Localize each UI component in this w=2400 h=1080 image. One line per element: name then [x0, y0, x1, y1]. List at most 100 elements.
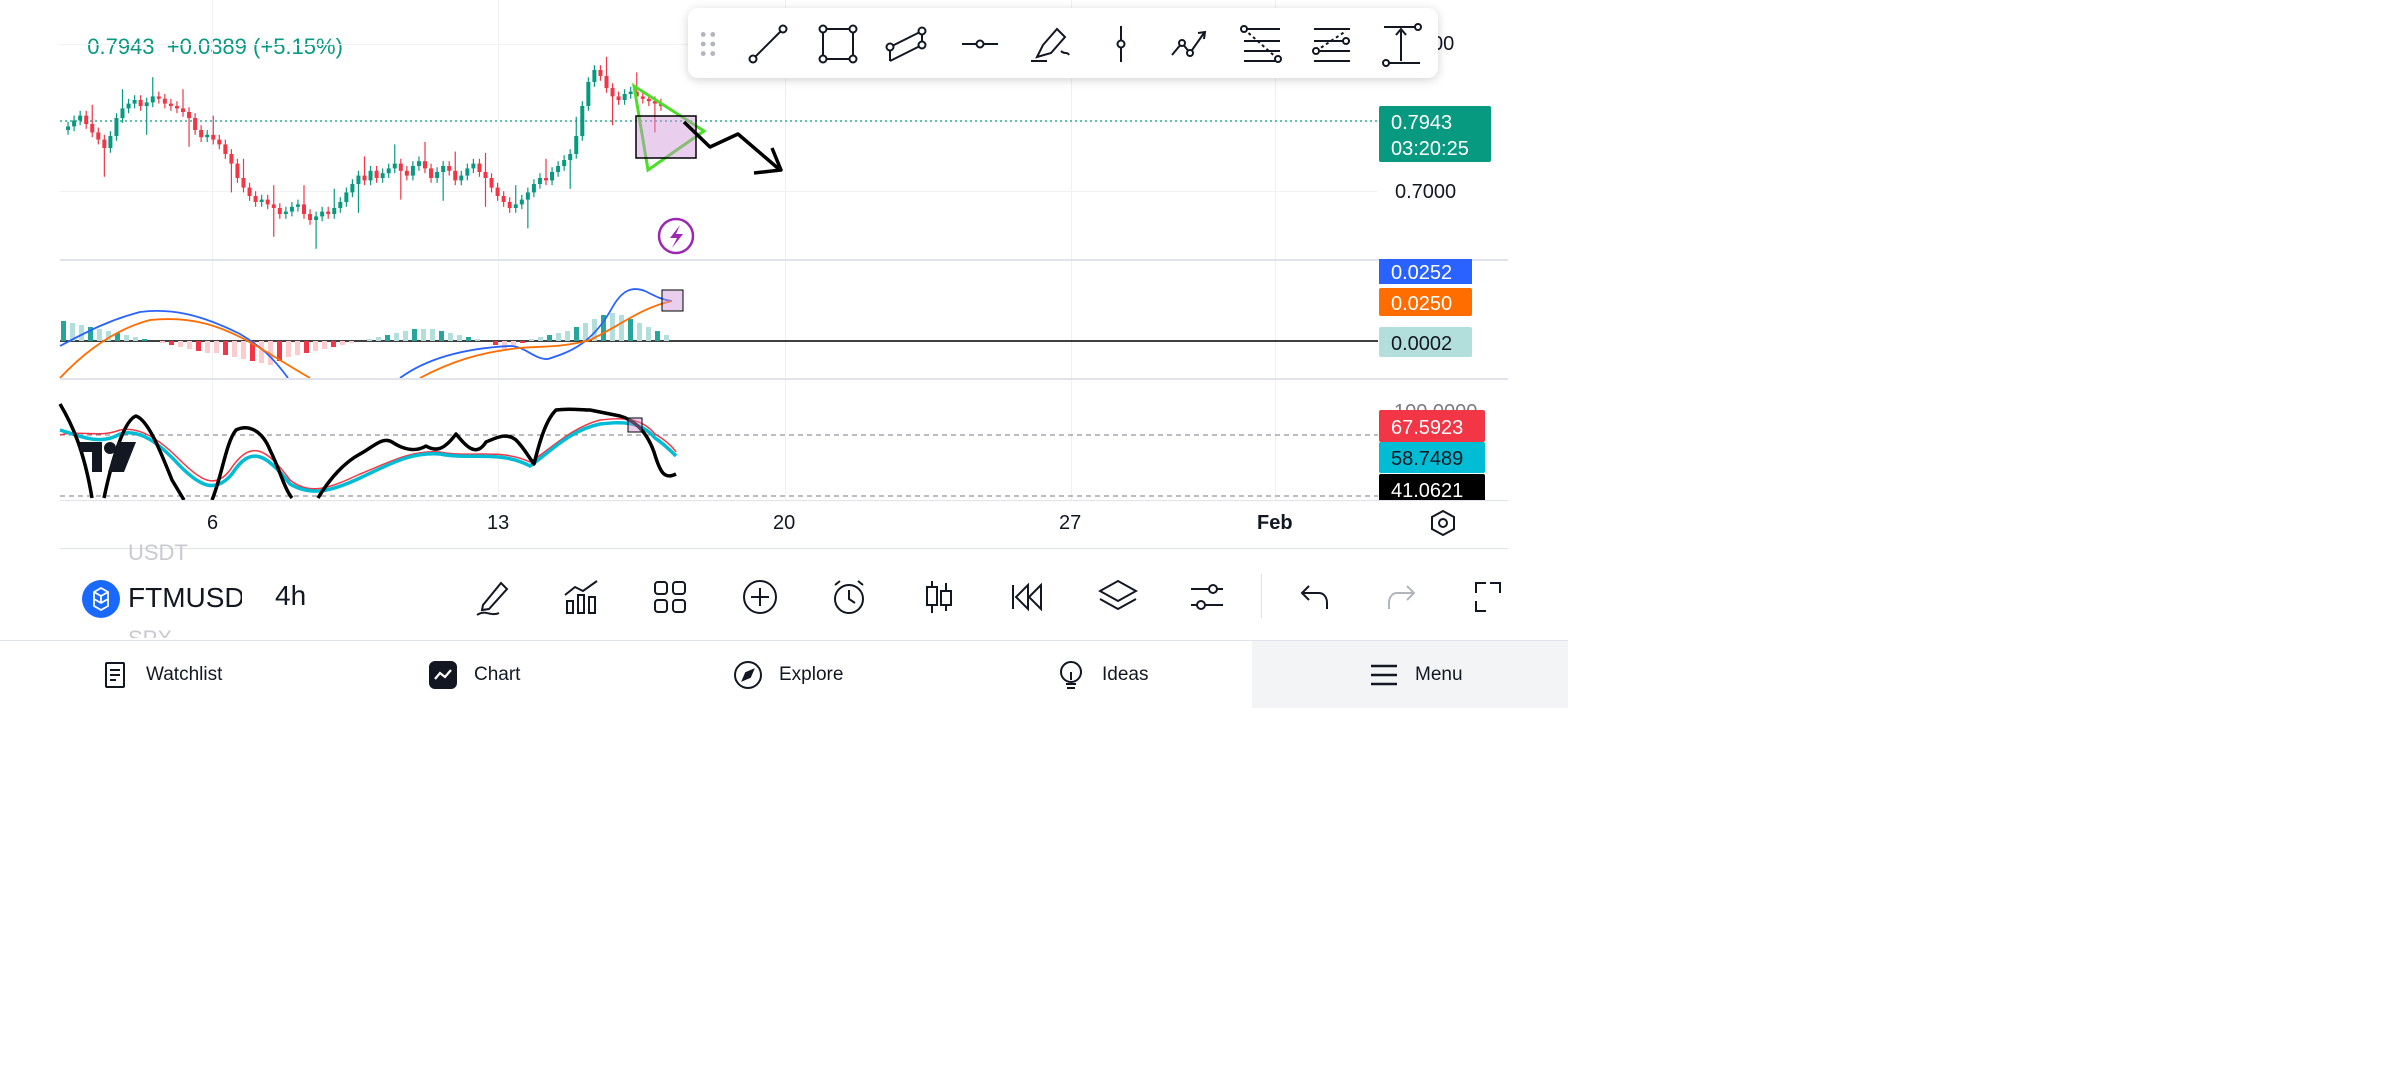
price-range-icon[interactable]	[1376, 22, 1426, 67]
candle-body	[66, 126, 71, 130]
trend-line-icon[interactable]	[743, 22, 793, 66]
candle-body	[241, 178, 246, 188]
settings-icon[interactable]	[1182, 574, 1232, 620]
chart-toolbar: USDT FTMUSD SPX 4h	[0, 540, 1568, 638]
candle-body	[72, 120, 77, 127]
macd-value-tag: 0.0252	[1379, 259, 1472, 284]
nav-chart[interactable]: Chart	[428, 641, 520, 708]
macd-histogram-bar	[178, 341, 183, 347]
rectangle-icon[interactable]	[813, 22, 863, 66]
alert-icon[interactable]	[824, 574, 874, 620]
date-label: Feb	[1257, 512, 1293, 534]
vertical-line-icon[interactable]	[1096, 22, 1146, 66]
candle-body	[471, 163, 476, 169]
add-icon[interactable]	[735, 574, 785, 620]
symbol-below: SPX	[128, 626, 172, 638]
watermark-logo-icon	[80, 442, 136, 472]
undo-icon[interactable]	[1288, 574, 1338, 620]
macd-histogram-bar	[610, 313, 615, 341]
interval-button[interactable]: 4h	[275, 580, 307, 611]
nav-explore[interactable]: Explore	[733, 641, 843, 708]
candle-body	[622, 94, 627, 100]
macd-histogram-bar	[628, 319, 633, 341]
symbol-name[interactable]: FTMUSD	[128, 582, 242, 613]
candle-body	[423, 161, 427, 169]
candle-body	[640, 96, 645, 99]
layout-icon[interactable]	[645, 574, 695, 620]
signal-line-red	[59, 418, 677, 490]
oscillator-line-black	[58, 403, 677, 500]
price-chart[interactable]	[0, 0, 1380, 260]
replay-icon[interactable]	[1003, 574, 1053, 620]
macd-histogram-bar	[313, 341, 318, 351]
macd-histogram-bar	[619, 315, 624, 341]
triangle-drawing	[631, 82, 707, 173]
candle-body	[604, 76, 609, 88]
macd-histogram-bar	[322, 341, 327, 349]
candle-body	[398, 163, 403, 171]
macd-histogram-bar	[250, 341, 255, 361]
date-label: 13	[487, 512, 510, 534]
drag-handle-icon[interactable]	[686, 22, 730, 66]
parallel-channel-icon[interactable]	[883, 22, 933, 66]
countdown-value: 03:20:25	[1391, 138, 1469, 160]
candle-body	[174, 106, 179, 109]
macd-histogram-bar	[430, 329, 435, 341]
fullscreen-icon[interactable]	[1468, 574, 1508, 620]
path-icon[interactable]	[1166, 22, 1216, 66]
macd-histogram-bar	[637, 323, 642, 341]
nav-menu[interactable]: Menu	[1369, 641, 1463, 708]
pane-separator[interactable]	[60, 259, 1508, 261]
nav-watchlist[interactable]: Watchlist	[100, 641, 222, 708]
macd-histogram-bar	[448, 333, 453, 341]
macd-histogram-bar	[520, 341, 525, 343]
horizontal-ray-icon[interactable]	[955, 22, 1005, 66]
macd-histogram-bar	[349, 341, 354, 343]
price-level-label: 0.7000	[1395, 181, 1457, 203]
macd-line	[59, 288, 673, 379]
macd-histogram-bar	[538, 337, 543, 341]
macd-histogram-bar	[106, 331, 111, 341]
candle-body	[344, 192, 349, 202]
candle-body	[277, 208, 282, 214]
draw-icon[interactable]	[468, 574, 518, 620]
layers-icon[interactable]	[1093, 574, 1143, 620]
redo-icon[interactable]	[1378, 574, 1428, 620]
oscillator-value-tag-cyan: 58.7489	[1379, 442, 1485, 473]
macd-histogram-bar	[268, 341, 273, 365]
macd-histogram-bar	[565, 331, 570, 341]
candle-body	[102, 139, 107, 148]
fib-extension-icon[interactable]	[1306, 22, 1356, 66]
fib-retracement-icon[interactable]	[1236, 22, 1286, 66]
macd-histogram-bar	[61, 321, 66, 341]
candle-body	[156, 96, 161, 99]
candle-body	[586, 82, 591, 106]
pane-separator[interactable]	[60, 378, 1508, 380]
nav-ideas[interactable]: Ideas	[1056, 641, 1148, 708]
macd-histogram-bar	[304, 341, 309, 353]
rectangle-drawing	[627, 417, 643, 433]
grid-line	[785, 0, 786, 500]
candle-body	[283, 211, 288, 214]
candle-body	[205, 134, 210, 138]
candle-body	[295, 204, 300, 207]
macd-histogram-bar	[169, 341, 174, 345]
macd-histogram-bar	[646, 327, 651, 341]
indicators-icon[interactable]	[556, 574, 606, 620]
hamburger-icon	[1371, 664, 1397, 685]
macd-histogram-bar	[241, 341, 246, 359]
candle-style-icon[interactable]	[914, 574, 964, 620]
macd-histogram-bar	[277, 341, 282, 361]
hexagon-settings-icon[interactable]	[1428, 508, 1458, 538]
macd-pane[interactable]	[0, 260, 1380, 380]
candle-body	[374, 170, 379, 178]
candle-body	[380, 173, 385, 178]
oscillator-pane[interactable]	[0, 380, 1380, 500]
candlestick-series	[66, 56, 663, 249]
axis-separator	[60, 500, 1508, 501]
macd-histogram-bar	[88, 327, 93, 341]
grid-line	[60, 191, 1378, 192]
highlighter-icon[interactable]	[1025, 22, 1075, 66]
candle-body	[120, 108, 125, 118]
candle-body	[356, 175, 361, 184]
